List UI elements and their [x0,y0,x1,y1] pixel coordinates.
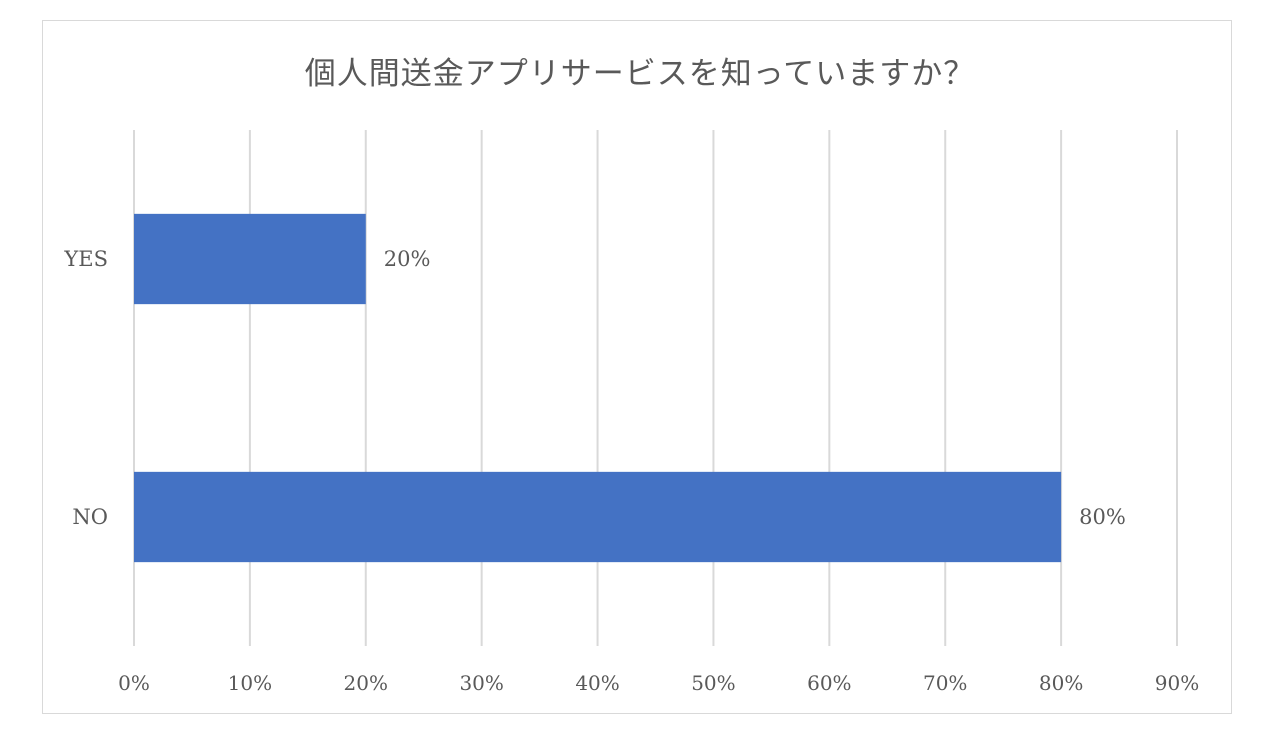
bars [134,213,1062,563]
category-label: NO [72,505,108,529]
gridlines [133,130,1178,646]
data-labels: 20% 80% [384,247,1126,529]
x-tick-label: 0% [118,671,150,695]
x-axis-tick-labels: 0% 10% 20% 30% 40% 50% 60% 70% 80% 90% [118,671,1199,695]
category-labels: YES NO [63,247,108,529]
x-tick-label: 80% [1039,671,1083,695]
x-tick-label: 20% [344,671,388,695]
x-tick-label: 10% [228,671,272,695]
bar [134,213,366,305]
x-tick-label: 90% [1155,671,1199,695]
chart-title: 個人間送金アプリサービスを知っていますか？ [304,56,976,92]
category-label: YES [63,247,108,271]
data-label: 20% [384,247,431,271]
x-tick-label: 60% [807,671,851,695]
bar [134,471,1062,563]
chart-frame [42,20,1232,714]
x-tick-label: 70% [923,671,967,695]
data-label: 80% [1079,505,1126,529]
x-tick-label: 30% [459,671,503,695]
x-tick-label: 40% [575,671,619,695]
x-tick-label: 50% [691,671,735,695]
